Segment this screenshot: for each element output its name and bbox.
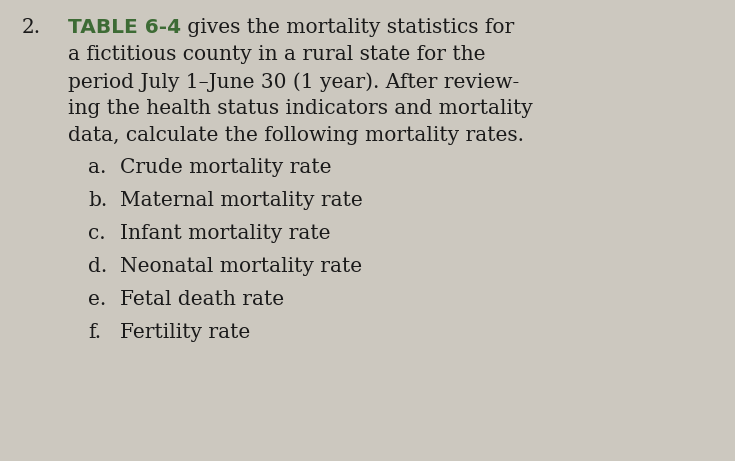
Text: a fictitious county in a rural state for the: a fictitious county in a rural state for… <box>68 45 486 64</box>
Text: Neonatal mortality rate: Neonatal mortality rate <box>120 257 362 276</box>
Text: b.: b. <box>88 191 107 210</box>
Text: ing the health status indicators and mortality: ing the health status indicators and mor… <box>68 99 533 118</box>
Text: Crude mortality rate: Crude mortality rate <box>120 158 331 177</box>
Text: Infant mortality rate: Infant mortality rate <box>120 224 331 243</box>
Text: data, calculate the following mortality rates.: data, calculate the following mortality … <box>68 126 524 145</box>
Text: a.: a. <box>88 158 107 177</box>
Text: e.: e. <box>88 290 107 309</box>
Text: Maternal mortality rate: Maternal mortality rate <box>120 191 363 210</box>
Text: gives the mortality statistics for: gives the mortality statistics for <box>181 18 514 37</box>
Text: TABLE 6-4: TABLE 6-4 <box>68 18 181 37</box>
Text: Fetal death rate: Fetal death rate <box>120 290 284 309</box>
Text: d.: d. <box>88 257 107 276</box>
Text: period July 1–June 30 (1 year). After review-: period July 1–June 30 (1 year). After re… <box>68 72 519 92</box>
Text: f.: f. <box>88 323 101 342</box>
Text: c.: c. <box>88 224 106 243</box>
Text: 2.: 2. <box>22 18 41 37</box>
Text: Fertility rate: Fertility rate <box>120 323 250 342</box>
